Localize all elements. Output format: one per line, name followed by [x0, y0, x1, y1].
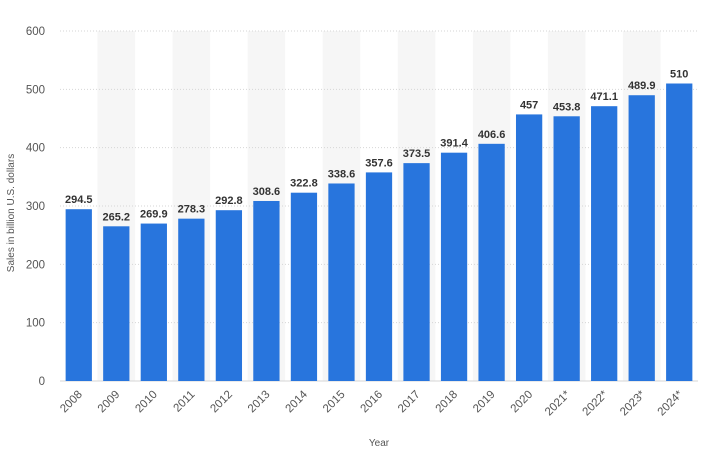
value-label: 373.5: [403, 148, 431, 160]
x-tick-label: 2012: [208, 389, 235, 416]
x-tick-label: 2009: [96, 389, 123, 416]
bar-2023*: [628, 95, 655, 381]
value-label: 338.6: [328, 168, 356, 180]
value-label: 292.8: [215, 195, 243, 207]
bar-2017: [403, 163, 430, 381]
bar-2011: [178, 218, 205, 381]
bar-2013: [253, 200, 280, 381]
x-tick-label: 2022*: [581, 388, 611, 418]
x-tick-label: 2024*: [656, 388, 686, 418]
bar-2022*: [591, 106, 618, 382]
value-labels: 294.5 265.2 269.9 278.3 292.8 308.6 322.8 338.6…: [65, 69, 688, 224]
value-label: 278.3: [178, 204, 206, 216]
value-label: 294.5: [65, 194, 93, 206]
x-tick-label: 2016: [359, 389, 386, 416]
x-tick-label: 2023*: [618, 388, 648, 418]
value-label: 453.8: [553, 101, 581, 113]
value-label: 510: [670, 69, 688, 81]
y-tick-label: 600: [26, 26, 45, 38]
y-tick-label: 500: [26, 84, 45, 96]
bar-2012: [215, 210, 243, 381]
x-tick-label: 2017: [396, 389, 423, 416]
value-label: 391.4: [440, 138, 468, 150]
y-tick-label: 300: [26, 201, 45, 213]
value-label: 265.2: [103, 211, 131, 223]
y-tick-label: 100: [26, 318, 45, 330]
x-tick-label: 2013: [246, 389, 273, 416]
x-axis-ticks: 2008 2009 2010 2011 2012 2013 2014 2015 2016 2017…: [58, 388, 685, 418]
bar-2024*: [666, 83, 693, 381]
value-label: 471.1: [590, 91, 618, 103]
bars: [65, 83, 693, 382]
value-label: 457: [520, 99, 538, 111]
x-tick-label: 2020: [509, 389, 536, 416]
x-tick-label: 2008: [58, 389, 85, 416]
value-label: 406.6: [478, 129, 506, 141]
bar-2010: [140, 223, 167, 381]
value-label: 357.6: [365, 157, 393, 169]
value-label: 489.9: [628, 80, 656, 92]
bar-2020: [515, 114, 543, 382]
y-axis-ticks: 0 100 200 300 400 500 600: [26, 26, 45, 388]
bar-2016: [365, 172, 393, 381]
bar-2019: [478, 143, 505, 381]
value-label: 269.9: [140, 209, 168, 221]
x-axis-title: Year: [369, 438, 390, 449]
bar-2021*: [553, 116, 580, 382]
value-label: 308.6: [253, 186, 281, 198]
bar-2014: [290, 192, 318, 381]
bar-2009: [103, 226, 130, 381]
bar-2015: [328, 183, 355, 381]
bar-2008: [65, 209, 92, 381]
x-tick-label: 2014: [283, 388, 310, 415]
x-tick-label: 2018: [434, 389, 461, 416]
bar-2018: [440, 152, 468, 381]
x-tick-label: 2015: [321, 389, 348, 416]
y-axis-title: Sales in billion U.S. dollars: [6, 154, 17, 272]
value-label: 322.8: [290, 178, 318, 190]
x-tick-label: 2021*: [543, 388, 573, 418]
x-tick-label: 2010: [133, 389, 160, 416]
x-tick-label: 2011: [171, 389, 197, 415]
x-tick-label: 2019: [471, 389, 498, 416]
y-tick-label: 0: [39, 376, 45, 388]
y-tick-label: 200: [26, 259, 45, 271]
y-tick-label: 400: [26, 143, 45, 155]
